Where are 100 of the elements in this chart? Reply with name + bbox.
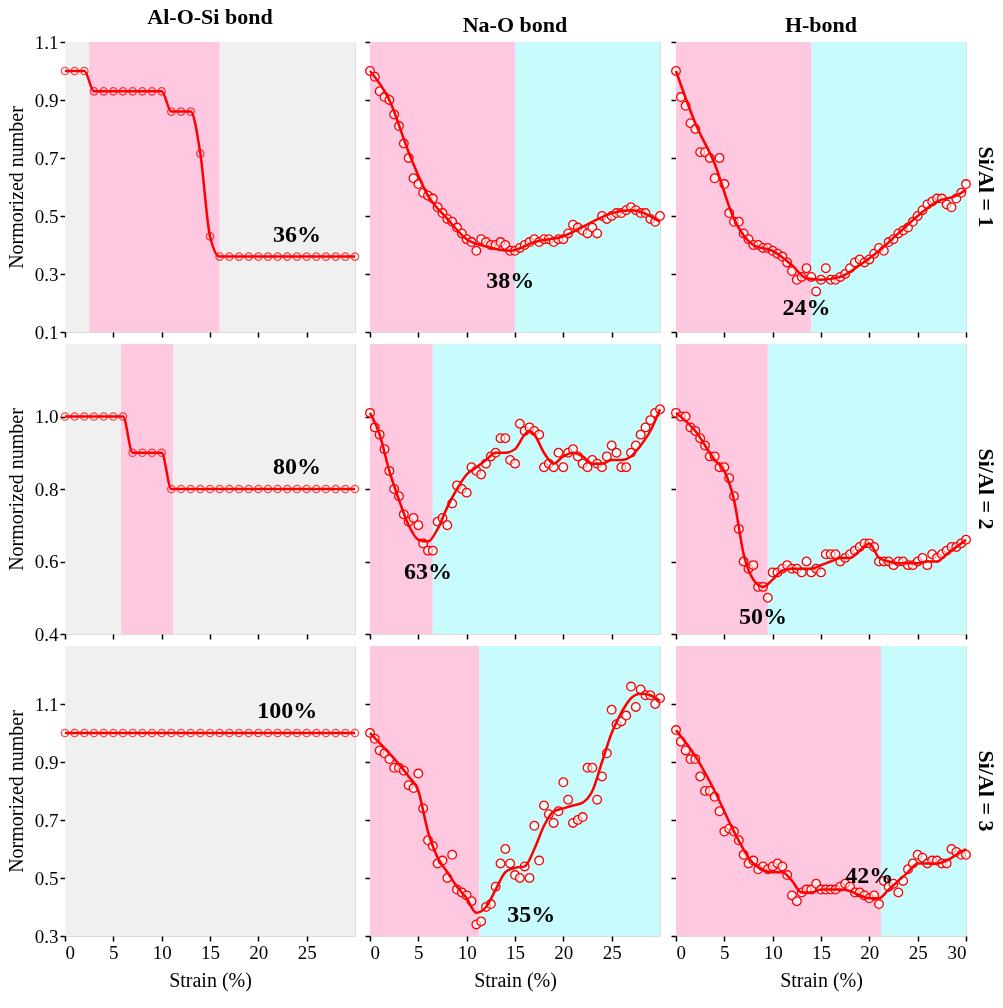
point xyxy=(205,484,215,494)
x-tick-label: 5 xyxy=(109,941,119,963)
chart-title: Al-O-Si bond xyxy=(147,4,273,29)
x-axis-title: Strain (%) xyxy=(474,968,557,992)
text: Si/Al = 3 xyxy=(974,750,999,832)
point xyxy=(70,412,80,421)
point xyxy=(340,484,350,494)
annotation: 80% xyxy=(273,453,321,479)
y-tick-label: 0.8 xyxy=(34,478,59,500)
point xyxy=(137,448,147,458)
point xyxy=(234,484,244,494)
point xyxy=(273,252,283,261)
point xyxy=(118,86,128,96)
point xyxy=(89,412,99,421)
point xyxy=(128,448,138,458)
y-tick-label: 0.9 xyxy=(34,89,59,111)
x-tick-label: 15 xyxy=(506,941,525,963)
x-tick-label: 0 xyxy=(65,941,75,963)
point xyxy=(70,66,80,76)
annotation: 100% xyxy=(257,697,318,723)
x-tick-label: 5 xyxy=(720,941,730,963)
annotation: 36% xyxy=(273,220,321,247)
x-tick-label: 0 xyxy=(676,941,686,963)
point xyxy=(302,252,312,261)
y-tick-label: 0.5 xyxy=(34,205,59,227)
point xyxy=(157,86,167,96)
y-tick-label: 1.0 xyxy=(34,406,59,427)
text: Si/Al = 1 xyxy=(974,146,999,228)
x-tick-label: 15 xyxy=(812,941,831,963)
point xyxy=(292,252,302,261)
annotation: 35% xyxy=(507,900,556,927)
chart-title: Na-O bond xyxy=(462,12,568,38)
point xyxy=(321,252,331,261)
point xyxy=(166,484,176,494)
point xyxy=(224,252,234,261)
y-axis-title: Normorized number xyxy=(4,709,27,873)
x-tick-label: 25 xyxy=(297,941,317,963)
point xyxy=(263,484,273,494)
point xyxy=(118,412,128,421)
point xyxy=(99,412,109,421)
point xyxy=(60,66,70,76)
point xyxy=(244,252,254,261)
point xyxy=(311,252,321,261)
point xyxy=(79,66,89,76)
point xyxy=(331,252,341,261)
x-tick-label: 5 xyxy=(414,941,424,963)
point xyxy=(147,448,157,458)
point xyxy=(108,412,118,421)
annotation: 50% xyxy=(739,602,787,629)
point xyxy=(108,86,118,96)
point xyxy=(128,86,138,96)
annotation: 24% xyxy=(782,294,831,321)
text: Si/Al = 2 xyxy=(974,448,999,530)
point xyxy=(331,484,341,494)
annotation: 38% xyxy=(486,266,535,293)
point xyxy=(176,484,186,494)
point xyxy=(321,484,331,494)
point xyxy=(195,149,205,158)
y-tick-label: 1.1 xyxy=(34,693,59,715)
y-tick-label: 0.6 xyxy=(34,551,59,572)
x-tick-label: 15 xyxy=(201,941,220,963)
y-tick-label: 0.7 xyxy=(34,147,59,169)
point xyxy=(253,484,263,494)
point xyxy=(302,484,312,494)
y-tick-label: 0.3 xyxy=(34,263,59,285)
point xyxy=(273,484,283,494)
point xyxy=(147,86,157,96)
point xyxy=(157,448,167,458)
point xyxy=(215,484,225,494)
point xyxy=(186,484,196,494)
x-tick-label: 10 xyxy=(763,941,783,963)
annotation: 42% xyxy=(845,862,894,889)
point xyxy=(186,107,196,116)
y-tick-label: 0.7 xyxy=(34,809,59,831)
point xyxy=(176,107,186,116)
point xyxy=(292,484,302,494)
chart-title: H-bond xyxy=(784,12,858,38)
y-tick-label: 0.4 xyxy=(34,623,59,645)
x-tick-label: 10 xyxy=(152,941,172,963)
y-tick-label: 1.1 xyxy=(34,31,59,53)
point xyxy=(350,252,360,261)
x-tick-label: 30 xyxy=(947,941,967,963)
point xyxy=(195,484,205,494)
point xyxy=(282,484,292,494)
annotation: 63% xyxy=(404,557,452,584)
y-axis-title: Normorized number xyxy=(4,407,27,571)
x-tick-label: 10 xyxy=(457,941,477,963)
point xyxy=(263,252,273,261)
point xyxy=(282,252,292,261)
point xyxy=(234,252,244,261)
x-axis-title: Strain (%) xyxy=(780,968,863,992)
y-tick-label: 0.3 xyxy=(34,925,59,947)
x-tick-label: 0 xyxy=(370,941,380,963)
y-tick-label: 0.1 xyxy=(34,321,59,343)
point xyxy=(137,86,147,96)
point xyxy=(350,484,360,494)
point xyxy=(79,412,89,421)
point xyxy=(244,484,254,494)
x-tick-label: 20 xyxy=(860,941,880,963)
y-tick-label: 0.9 xyxy=(34,751,59,773)
